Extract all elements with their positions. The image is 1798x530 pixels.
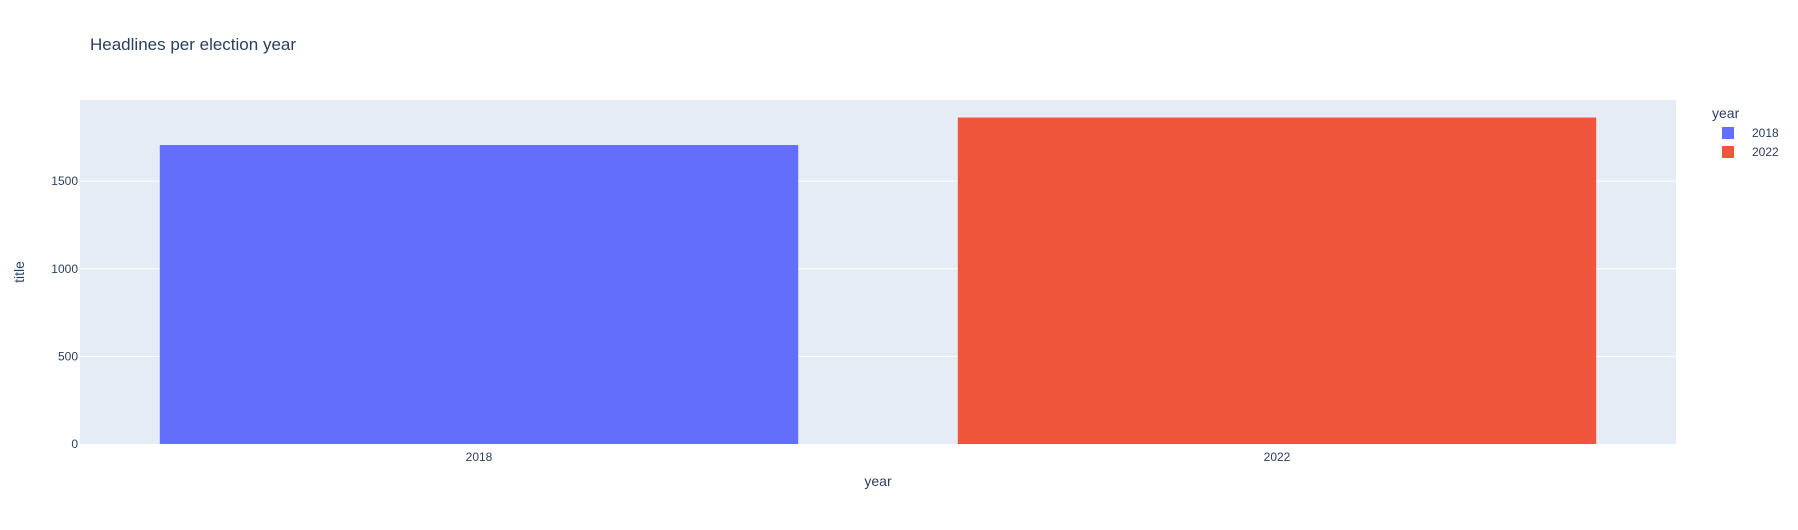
y-tick-label: 1000 xyxy=(51,262,78,276)
x-tick-label: 2022 xyxy=(1264,450,1291,464)
x-tick-label: 2018 xyxy=(466,450,493,464)
bars xyxy=(159,117,1597,445)
y-axis-title: title xyxy=(11,261,27,283)
bar-2018 xyxy=(159,145,799,445)
legend-swatch-2022 xyxy=(1722,146,1734,158)
legend-swatch-2018 xyxy=(1722,127,1734,139)
y-tick-label: 1500 xyxy=(51,174,78,188)
legend-items: 2018 2022 xyxy=(1722,126,1779,159)
legend-label-2022: 2022 xyxy=(1752,145,1779,159)
y-tick-label: 500 xyxy=(58,349,78,363)
legend-label-2018: 2018 xyxy=(1752,126,1779,140)
y-tick-label: 0 xyxy=(71,437,78,451)
x-axis-title: year xyxy=(864,473,892,489)
legend-title: year xyxy=(1712,105,1740,121)
legend[interactable]: year 2018 2022 xyxy=(1712,105,1779,159)
bar-2022 xyxy=(957,117,1597,444)
x-axis-ticks: 2018 2022 xyxy=(466,450,1291,464)
y-axis-ticks: 0 500 1000 1500 xyxy=(51,174,78,451)
chart-title: Headlines per election year xyxy=(90,35,296,54)
